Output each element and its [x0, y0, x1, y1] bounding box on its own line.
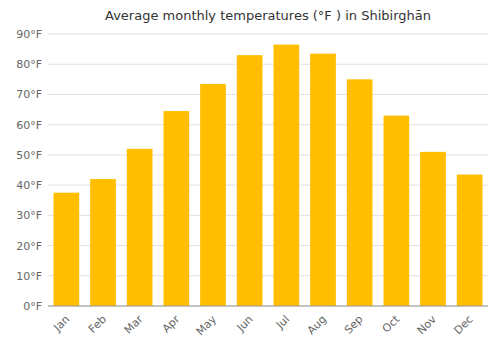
x-tick-label: May	[194, 312, 220, 338]
grid-line	[48, 34, 488, 35]
x-axis-line	[48, 306, 488, 307]
x-tick-label: Oct	[380, 312, 403, 335]
x-tick-label: Apr	[160, 312, 183, 335]
y-tick-label: 30°F	[16, 209, 42, 222]
bar	[200, 84, 226, 306]
bar	[90, 179, 116, 306]
x-tick-label: Sep	[342, 313, 366, 337]
y-tick-label: 0°F	[23, 300, 42, 313]
chart: Average monthly temperatures (°F ) in Sh…	[0, 0, 500, 350]
background	[0, 0, 500, 350]
grid	[48, 34, 488, 306]
bar	[274, 45, 300, 306]
bar	[164, 111, 190, 306]
x-tick-label: Nov	[415, 312, 440, 337]
x-tick-label: Jul	[273, 313, 292, 332]
bar	[54, 193, 80, 306]
y-tick-label: 60°F	[16, 119, 42, 132]
x-tick-label: Jan	[50, 313, 72, 335]
bar	[457, 175, 483, 306]
y-tick-label: 50°F	[16, 149, 42, 162]
grid-line	[48, 94, 488, 95]
bar	[237, 55, 263, 306]
x-tick-label: Feb	[86, 313, 109, 336]
x-tick-label: Jun	[234, 313, 256, 335]
y-tick-label: 10°F	[16, 270, 42, 283]
y-tick-label: 40°F	[16, 179, 42, 192]
y-tick-label: 90°F	[16, 28, 42, 41]
grid-line	[48, 124, 488, 125]
bar	[384, 116, 410, 306]
y-tick-label: 70°F	[16, 88, 42, 101]
grid-line	[48, 306, 488, 307]
x-tick-label: Mar	[122, 312, 146, 336]
grid-line	[48, 64, 488, 65]
bar	[310, 54, 336, 306]
bar	[127, 149, 153, 306]
bar	[420, 152, 446, 306]
x-tick-label: Dec	[451, 313, 475, 337]
x-tick-label: Aug	[305, 313, 329, 337]
title: Average monthly temperatures (°F ) in Sh…	[105, 8, 431, 23]
bars	[54, 45, 483, 306]
bar	[347, 79, 373, 306]
y-tick-label: 80°F	[16, 58, 42, 71]
y-tick-label: 20°F	[16, 240, 42, 253]
